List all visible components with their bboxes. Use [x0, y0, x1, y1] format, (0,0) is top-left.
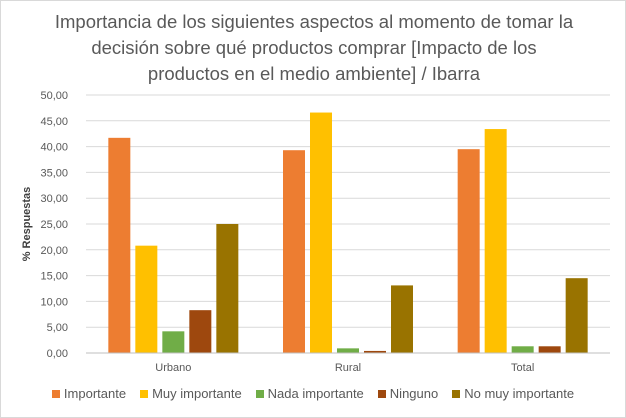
legend-swatch [255, 389, 264, 398]
bar-muy-importante-total [484, 129, 507, 353]
legend-item: Nada importante [255, 386, 364, 401]
chart-title-line-1: Importancia de los siguientes aspectos a… [54, 11, 574, 32]
legend-label: Importante [63, 386, 127, 401]
bar-importante-rural [283, 150, 305, 353]
legend-swatch [377, 389, 386, 398]
bar-ninguno-urbano [189, 310, 212, 353]
legend-item: Muy importante [140, 386, 242, 401]
bar-nada-importante-total [511, 346, 534, 353]
bar-nada-importante-rural [337, 348, 359, 353]
legend-label: Nada importante [267, 386, 364, 401]
chart-legend: Importante Muy importante Nada importante N… [0, 386, 626, 401]
y-tick-label: 45,00 [40, 116, 68, 128]
bar-muy-importante-rural [310, 112, 332, 353]
y-tick-label: 15,00 [40, 271, 68, 283]
chart-title-line-3: productos en el medio ambiente] / Ibarra [147, 63, 481, 84]
legend-label: Muy importante [152, 386, 242, 401]
x-axis-categories: Urbano Rural Total [155, 362, 534, 374]
bar-importante-total [457, 149, 480, 353]
legend-item: No muy importante [452, 386, 574, 401]
chart-title-line-2: decisión sobre qué productos comprar [Im… [91, 37, 537, 58]
y-tick-label: 0,00 [47, 348, 68, 360]
y-axis-ticks: 0,00 5,00 10,00 15,00 20,00 25,00 30,00 35,00 40… [40, 90, 68, 360]
x-category-label: Total [511, 362, 534, 374]
bar-nada-importante-urbano [162, 331, 185, 353]
chart-title: Importancia de los siguientes aspectos a… [31, 9, 597, 87]
y-tick-label: 25,00 [40, 219, 68, 231]
y-tick-label: 10,00 [40, 296, 68, 308]
y-tick-label: 30,00 [40, 193, 68, 205]
x-category-label: Urbano [155, 362, 191, 374]
y-axis-label: % Respuestas [21, 187, 33, 262]
bar-ninguno-total [538, 346, 561, 353]
x-category-label: Rural [335, 362, 361, 374]
bars [108, 112, 588, 353]
bar-muy-importante-urbano [135, 245, 158, 353]
bar-no-muy-importante-total [565, 278, 588, 353]
y-tick-label: 40,00 [40, 142, 68, 154]
y-tick-label: 20,00 [40, 245, 68, 257]
legend-swatch [51, 389, 60, 398]
bar-ninguno-rural [364, 350, 386, 353]
y-tick-label: 5,00 [47, 322, 68, 334]
legend-swatch [140, 389, 149, 398]
bar-no-muy-importante-rural [391, 285, 413, 353]
legend-item: Ninguno [377, 386, 439, 401]
bar-importante-urbano [108, 137, 131, 353]
bar-no-muy-importante-urbano [216, 224, 239, 353]
legend-swatch [452, 389, 461, 398]
y-tick-label: 50,00 [40, 90, 68, 102]
legend-label: Ninguno [389, 386, 439, 401]
legend-item: Importante [51, 386, 127, 401]
y-tick-label: 35,00 [40, 167, 68, 179]
legend-label: No muy importante [464, 386, 575, 401]
gridlines [86, 94, 610, 328]
